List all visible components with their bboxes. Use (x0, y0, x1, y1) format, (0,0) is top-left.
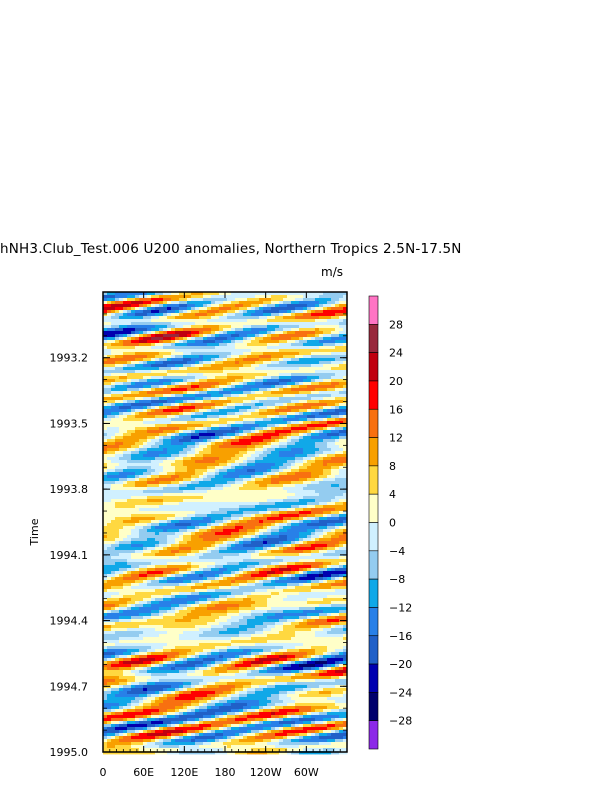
colorbar-label: 4 (389, 488, 396, 501)
heatmap-field (103, 292, 348, 755)
colorbar-label: −16 (389, 630, 412, 643)
colorbar-label: 20 (389, 375, 403, 388)
colorbar-swatch (368, 408, 379, 438)
colorbar-label: −20 (389, 658, 412, 671)
colorbar-swatch (368, 522, 379, 552)
colorbar-label: 24 (389, 347, 403, 360)
x-tick-label: 60E (133, 766, 154, 779)
colorbar-swatch (368, 607, 379, 637)
colorbar-label: 0 (389, 517, 396, 530)
colorbar-label: 28 (389, 318, 403, 331)
colorbar: 28 24 20 16 12 8 4 0 −4 −8 −12 −16 −20 −24 −28 (368, 295, 412, 750)
colorbar-swatch (368, 578, 379, 608)
colorbar-swatch (368, 380, 379, 410)
colorbar-swatch (368, 692, 379, 721)
y-tick-label: 1994.4 (50, 615, 89, 628)
colorbar-swatch (368, 720, 379, 750)
colorbar-swatch (368, 635, 379, 665)
colorbar-label: 16 (389, 403, 403, 416)
colorbar-swatch (368, 295, 379, 325)
colorbar-swatch (368, 352, 379, 382)
colorbar-label: 8 (389, 460, 396, 473)
y-tick-label: 1993.2 (50, 352, 89, 365)
colorbar-label: −8 (389, 573, 405, 586)
y-tick-label: 1993.5 (50, 417, 89, 430)
colorbar-label: 12 (389, 432, 403, 445)
colorbar-swatch (368, 324, 379, 353)
x-tick-label: 180 (215, 766, 236, 779)
colorbar-swatch (368, 465, 379, 495)
colorbar-label: −12 (389, 601, 412, 614)
colorbar-label: −24 (389, 686, 412, 699)
y-axis-label: Time (28, 518, 41, 546)
colorbar-swatch (368, 493, 379, 523)
x-tick-label: 120E (170, 766, 198, 779)
x-tick-label: 60W (294, 766, 319, 779)
colorbar-swatch (368, 550, 379, 580)
chart-title: hNH3.Club_Test.006 U200 anomalies, North… (0, 241, 462, 257)
colorbar-label: −4 (389, 545, 405, 558)
y-tick-label: 1994.1 (50, 549, 89, 562)
colorbar-swatch (368, 437, 379, 467)
units-label: m/s (321, 265, 343, 279)
y-tick-label: 1993.8 (50, 483, 89, 496)
y-tick-label: 1994.7 (50, 680, 89, 693)
y-tick-label: 1995.0 (50, 746, 89, 759)
colorbar-label: −28 (389, 715, 412, 728)
axes: 0 60E 120E 180 120W 60W 1993.2 1993.5 1993.8 1994… (50, 291, 347, 779)
x-tick-label: 0 (100, 766, 107, 779)
x-tick-label: 120W (250, 766, 282, 779)
colorbar-swatch (368, 663, 379, 693)
